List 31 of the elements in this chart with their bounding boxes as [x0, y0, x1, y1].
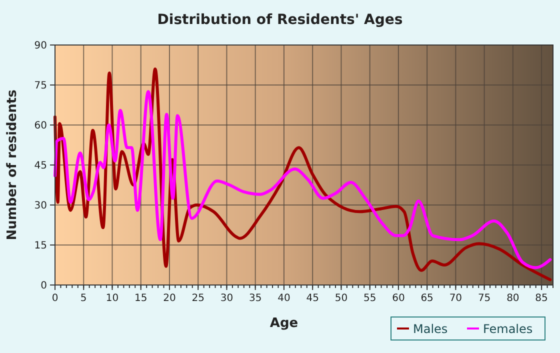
- x-tick-label: 55: [363, 293, 376, 304]
- x-tick-label: 60: [392, 293, 405, 304]
- y-axis-title: Number of residents: [5, 89, 20, 240]
- x-tick-label: 70: [449, 293, 462, 304]
- y-tick-label: 75: [34, 80, 47, 92]
- y-tick-label: 30: [34, 200, 47, 212]
- x-tick-label: 75: [478, 293, 491, 304]
- x-tick-label: 30: [220, 293, 234, 304]
- x-tick-label: 5: [80, 293, 87, 304]
- y-tick-label: 60: [34, 120, 47, 132]
- y-tick-label: 15: [34, 240, 47, 252]
- y-tick-label: 45: [34, 160, 47, 172]
- y-tick-label: 0: [40, 280, 47, 292]
- x-tick-label: 20: [163, 293, 176, 304]
- legend-label: Males: [413, 322, 448, 336]
- x-tick-label: 50: [334, 293, 348, 304]
- x-axis-title: Age: [270, 316, 298, 331]
- x-tick-label: 15: [134, 293, 148, 304]
- legend-label: Females: [483, 322, 533, 336]
- chart-title: Distribution of Residents' Ages: [157, 12, 403, 28]
- x-tick-label: 45: [306, 293, 319, 304]
- x-tick-label: 65: [420, 293, 434, 304]
- x-tick-label: 0: [52, 293, 58, 304]
- x-tick-label: 35: [248, 293, 262, 304]
- x-tick-label: 25: [192, 293, 204, 304]
- line-series: [54, 90, 552, 270]
- x-tick-label: 10: [106, 293, 119, 304]
- x-tick-label: 80: [506, 293, 520, 304]
- y-tick-label: 90: [34, 40, 47, 52]
- x-tick-label: 40: [278, 293, 290, 304]
- x-tick-label: 85: [535, 293, 548, 304]
